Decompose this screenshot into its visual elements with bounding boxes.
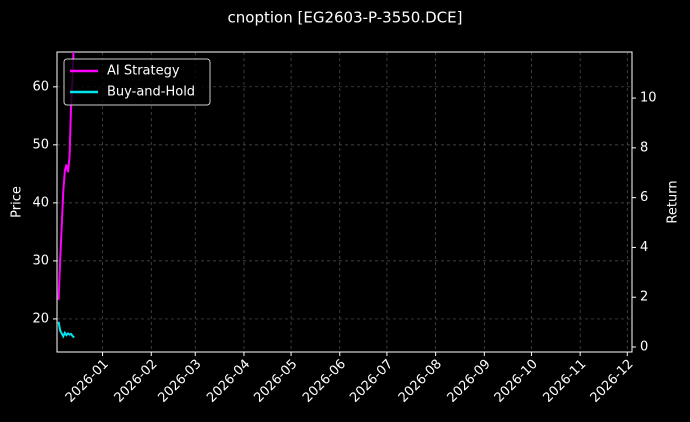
- y2-tick-label: 2: [640, 290, 648, 305]
- y-tick-label: 20: [32, 311, 49, 326]
- y-tick-label: 50: [32, 137, 49, 152]
- y-axis-label: Price: [10, 186, 25, 218]
- y2-tick-label: 10: [640, 91, 657, 106]
- y2-tick-label: 4: [640, 240, 648, 255]
- chart-title: cnoption [EG2603-P-3550.DCE]: [228, 9, 463, 27]
- y2-tick-label: 6: [640, 190, 648, 205]
- y2-axis-label: Return: [666, 180, 681, 223]
- legend-box: [63, 58, 211, 106]
- y-tick-label: 40: [32, 195, 49, 210]
- plot-frame: [56, 51, 633, 353]
- legend-label: AI Strategy: [107, 64, 180, 79]
- legend-label: Buy-and-Hold: [107, 85, 195, 100]
- series-line: [57, 321, 75, 339]
- y2-tick-label: 0: [640, 340, 648, 355]
- y2-tick-label: 8: [640, 140, 648, 155]
- y-tick-label: 60: [32, 79, 49, 94]
- y-tick-label: 30: [32, 253, 49, 268]
